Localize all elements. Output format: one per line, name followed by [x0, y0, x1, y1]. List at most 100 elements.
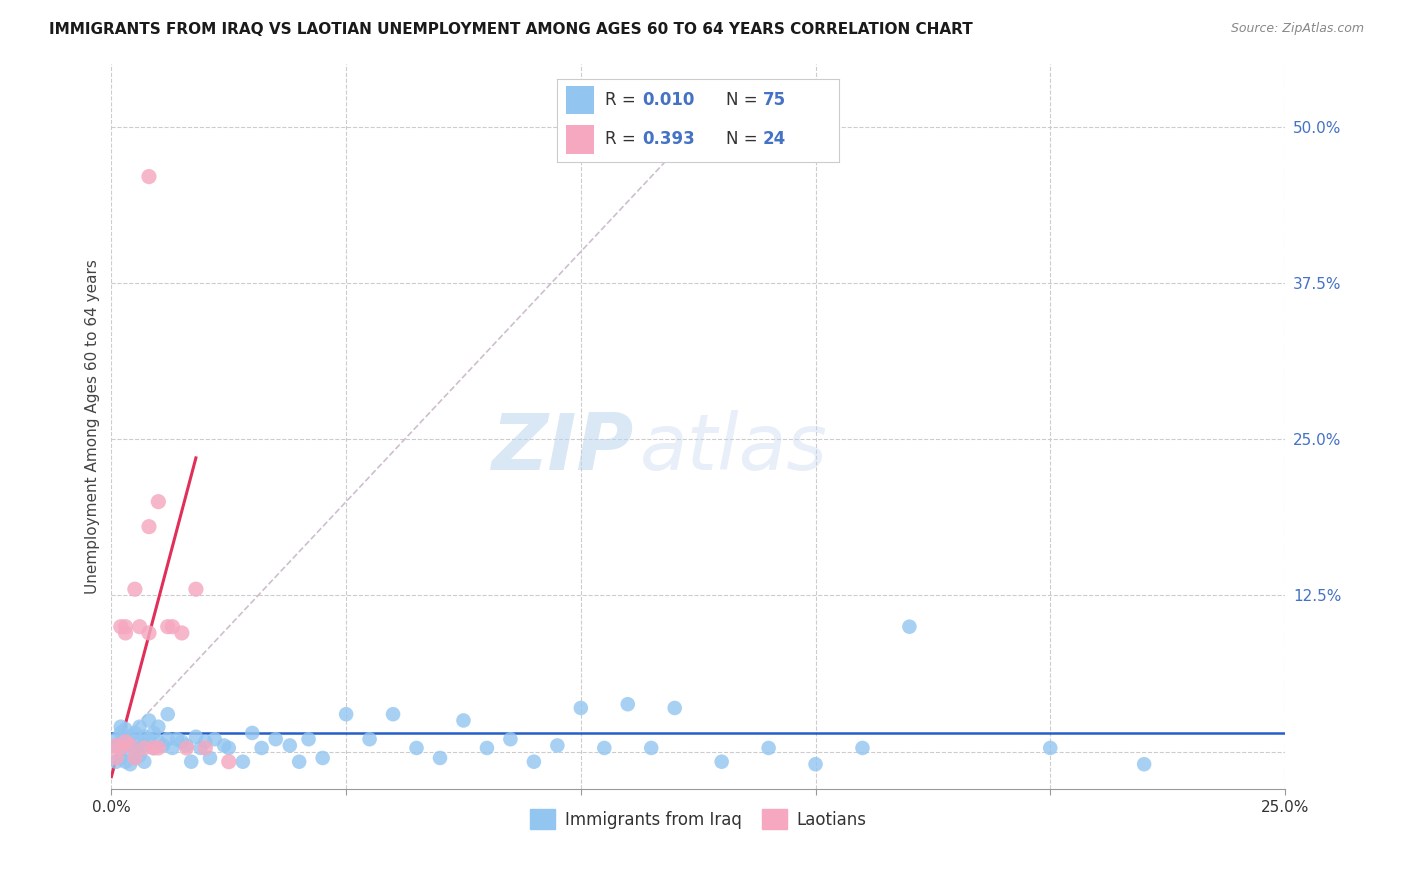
- Point: [134, 739, 156, 753]
- Point: [120, 757, 142, 772]
- Point: [105, 739, 128, 753]
- Point: [124, 751, 146, 765]
- Point: [138, 626, 160, 640]
- Point: [250, 741, 273, 756]
- Point: [232, 755, 254, 769]
- Point: [1039, 741, 1062, 756]
- Point: [105, 732, 128, 747]
- Point: [124, 741, 146, 756]
- Point: [114, 742, 136, 756]
- Point: [1133, 757, 1156, 772]
- Point: [110, 751, 132, 765]
- Point: [176, 741, 198, 756]
- Point: [297, 732, 319, 747]
- Point: [114, 732, 136, 747]
- Point: [148, 494, 170, 508]
- Point: [105, 755, 128, 769]
- Point: [120, 739, 142, 753]
- Point: [405, 741, 427, 756]
- Point: [124, 582, 146, 597]
- Point: [156, 707, 179, 722]
- Point: [152, 739, 174, 753]
- Point: [110, 620, 132, 634]
- Point: [114, 626, 136, 640]
- Point: [288, 755, 311, 769]
- Point: [851, 741, 873, 756]
- Point: [110, 720, 132, 734]
- Legend: Immigrants from Iraq, Laotians: Immigrants from Iraq, Laotians: [523, 803, 873, 835]
- Point: [278, 739, 301, 753]
- Point: [194, 735, 217, 749]
- Point: [758, 741, 780, 756]
- Point: [138, 714, 160, 728]
- Point: [176, 739, 198, 753]
- Point: [120, 739, 142, 753]
- Point: [546, 739, 568, 753]
- Point: [593, 741, 616, 756]
- Point: [166, 732, 188, 747]
- Point: [429, 751, 451, 765]
- Point: [218, 741, 240, 756]
- Point: [105, 751, 128, 765]
- Point: [128, 748, 150, 763]
- Point: [170, 735, 193, 749]
- Point: [569, 701, 592, 715]
- Point: [148, 735, 170, 749]
- Point: [138, 732, 160, 747]
- Point: [616, 697, 638, 711]
- Point: [124, 751, 146, 765]
- Point: [190, 741, 212, 756]
- Point: [311, 751, 333, 765]
- Point: [335, 707, 357, 722]
- Point: [134, 730, 156, 744]
- Text: atlas: atlas: [640, 410, 827, 486]
- Point: [134, 741, 156, 756]
- Point: [184, 730, 207, 744]
- Point: [218, 755, 240, 769]
- Point: [162, 620, 184, 634]
- Point: [105, 739, 128, 753]
- Point: [359, 732, 381, 747]
- Point: [664, 701, 686, 715]
- Point: [114, 735, 136, 749]
- Point: [142, 726, 165, 740]
- Point: [898, 620, 921, 634]
- Point: [382, 707, 405, 722]
- Point: [138, 519, 160, 533]
- Point: [499, 732, 522, 747]
- Point: [194, 741, 217, 756]
- Point: [640, 741, 662, 756]
- Point: [142, 741, 165, 756]
- Point: [156, 732, 179, 747]
- Text: Source: ZipAtlas.com: Source: ZipAtlas.com: [1230, 22, 1364, 36]
- Point: [120, 730, 142, 744]
- Point: [114, 735, 136, 749]
- Point: [114, 722, 136, 736]
- Point: [184, 582, 207, 597]
- Point: [110, 741, 132, 756]
- Text: IMMIGRANTS FROM IRAQ VS LAOTIAN UNEMPLOYMENT AMONG AGES 60 TO 64 YEARS CORRELATI: IMMIGRANTS FROM IRAQ VS LAOTIAN UNEMPLOY…: [49, 22, 973, 37]
- Point: [204, 732, 226, 747]
- Point: [453, 714, 475, 728]
- Point: [156, 620, 179, 634]
- Point: [162, 741, 184, 756]
- Point: [804, 757, 827, 772]
- Point: [110, 726, 132, 740]
- Point: [134, 755, 156, 769]
- Point: [148, 741, 170, 756]
- Point: [523, 755, 546, 769]
- Point: [142, 741, 165, 756]
- Point: [180, 755, 202, 769]
- Point: [475, 741, 498, 756]
- Point: [128, 735, 150, 749]
- Point: [110, 741, 132, 756]
- Text: ZIP: ZIP: [491, 410, 634, 486]
- Point: [138, 169, 160, 184]
- Point: [212, 739, 235, 753]
- Y-axis label: Unemployment Among Ages 60 to 64 years: Unemployment Among Ages 60 to 64 years: [86, 260, 100, 594]
- Point: [148, 720, 170, 734]
- Point: [114, 755, 136, 769]
- Point: [198, 751, 221, 765]
- Point: [710, 755, 733, 769]
- Point: [264, 732, 287, 747]
